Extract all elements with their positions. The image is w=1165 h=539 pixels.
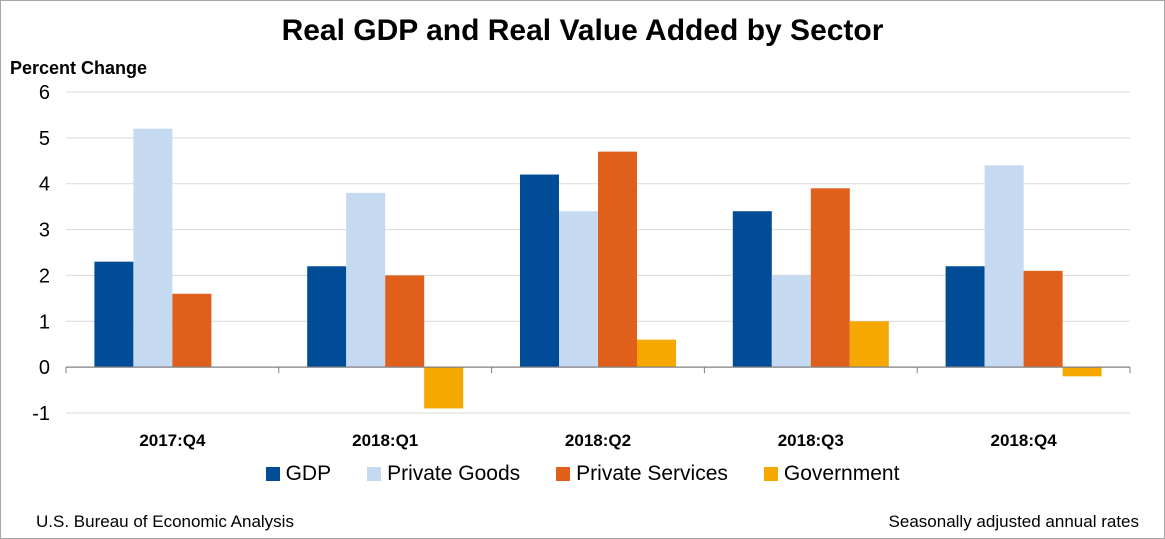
y-tick-label: -1	[32, 403, 50, 425]
y-tick-label: 0	[39, 357, 50, 379]
legend-item: Private Services	[556, 462, 728, 486]
legend-item: Government	[763, 462, 900, 486]
legend-swatch	[265, 467, 280, 481]
bar-gdp	[945, 266, 985, 368]
bar-gdp	[94, 261, 134, 368]
bar-private-goods	[559, 211, 598, 368]
bar-private-services	[810, 188, 850, 368]
source-credit: U.S. Bureau of Economic Analysis	[36, 512, 294, 531]
y-tick-label: 1	[39, 311, 50, 333]
y-tick-label: 2	[39, 265, 50, 287]
bar-private-services	[1023, 270, 1063, 368]
bar-government	[637, 339, 676, 368]
bar-private-goods	[984, 165, 1024, 368]
bar-government	[424, 367, 464, 409]
legend-label: Government	[783, 462, 900, 485]
legend-label: GDP	[285, 462, 332, 485]
y-tick-label: 5	[39, 128, 50, 150]
bar-gdp	[732, 211, 772, 368]
legend-item: GDP	[265, 462, 332, 486]
x-tick-label: 2018:Q1	[352, 431, 418, 450]
y-tick-label: 4	[39, 174, 50, 196]
y-axis-label: Percent Change	[10, 58, 148, 78]
bar-private-services	[385, 275, 425, 368]
legend: GDP Private Goods Private Services Governme…	[0, 462, 1165, 486]
rate-note: Seasonally adjusted annual rates	[888, 512, 1139, 531]
tick-labels: -1 0 1 2 3 4 5 6 2017:Q4 2018:Q1 2018:Q2 2018:Q3 201…	[32, 82, 1057, 450]
bar-private-goods	[133, 128, 173, 368]
legend-swatch	[763, 467, 778, 481]
y-tick-label: 3	[39, 220, 50, 242]
legend-swatch	[367, 467, 382, 481]
x-tick-label: 2018:Q4	[991, 431, 1058, 450]
bar-private-services	[172, 293, 212, 368]
legend-label: Private Services	[576, 462, 728, 485]
chart-title: Real GDP and Real Value Added by Sector	[281, 14, 884, 47]
bar-private-goods	[346, 192, 386, 368]
bar-private-services	[598, 151, 637, 368]
x-tick-label: 2017:Q4	[139, 431, 206, 450]
legend-swatch	[556, 467, 571, 481]
bar-government	[1062, 367, 1102, 377]
bar-gdp	[520, 174, 559, 368]
bar-gdp	[307, 266, 347, 368]
legend-item: Private Goods	[367, 462, 520, 486]
axes	[65, 366, 1131, 374]
y-tick-label: 6	[39, 82, 50, 104]
x-tick-label: 2018:Q3	[778, 431, 844, 450]
legend-label: Private Goods	[387, 462, 521, 485]
bar-private-goods	[771, 275, 811, 368]
bar-government	[849, 321, 889, 368]
x-tick-label: 2018:Q2	[565, 431, 631, 450]
bars	[94, 128, 1102, 409]
